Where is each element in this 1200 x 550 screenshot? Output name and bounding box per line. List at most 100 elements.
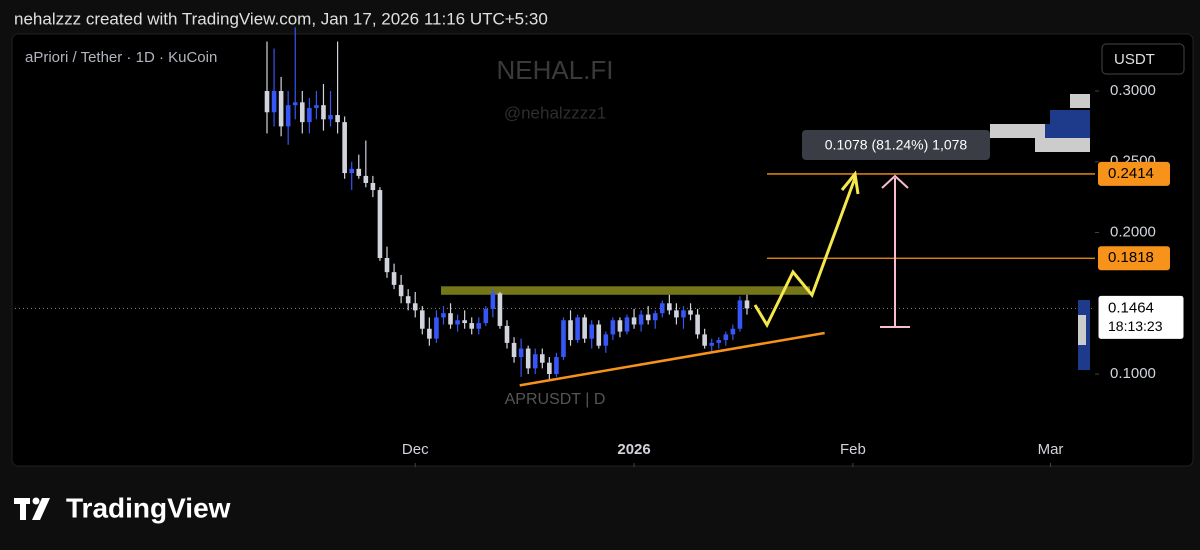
- candle-body: [504, 325, 510, 343]
- candle-body: [709, 342, 715, 346]
- y-tick-label: 0.1000: [1110, 365, 1156, 382]
- trendline: [519, 331, 825, 387]
- candle-body: [455, 320, 460, 325]
- x-tick-label: Feb: [840, 441, 866, 458]
- candle-body: [419, 310, 425, 329]
- last-price-badge: [1097, 294, 1185, 340]
- candle-body: [667, 303, 672, 311]
- candle-body: [314, 105, 319, 108]
- y-tick-label: 0.2000: [1110, 223, 1156, 240]
- candle-body: [483, 308, 489, 324]
- candle-body: [596, 324, 602, 346]
- candle-body: [469, 323, 475, 329]
- candle-body: [307, 107, 312, 123]
- candle-body: [427, 328, 432, 339]
- candle-body: [412, 303, 418, 311]
- candle-body: [695, 314, 700, 335]
- brand: TradingView: [66, 492, 231, 523]
- currency-box[interactable]: [1101, 43, 1185, 75]
- candle-body: [377, 190, 383, 258]
- candle-body: [730, 328, 736, 335]
- candle-body: [638, 314, 644, 325]
- measure-box: [802, 130, 990, 160]
- candle-body: [434, 317, 439, 339]
- candle-body: [532, 354, 538, 369]
- watermark-handle: @nehalzzzz1: [504, 103, 606, 122]
- candle-body: [582, 317, 587, 339]
- price-level-label: 0.2414: [1108, 165, 1154, 182]
- candle-body: [363, 175, 369, 183]
- countdown: 18:13:23: [1108, 318, 1163, 334]
- candle-body: [568, 320, 573, 341]
- candle-body: [497, 293, 503, 326]
- candle-body: [328, 115, 333, 120]
- candle-body: [652, 313, 658, 321]
- candle-body: [610, 320, 616, 335]
- candle-body: [448, 313, 453, 325]
- header: nehalzzz created with TradingView.com, J…: [14, 9, 548, 28]
- symbol: aPriori / Tether · 1D · KuCoin: [25, 49, 217, 66]
- measure-label: 0.1078 (81.24%) 1,078: [825, 137, 968, 153]
- candle-body: [589, 324, 595, 339]
- candle-body: [278, 91, 284, 127]
- candle-body: [575, 317, 580, 341]
- volume-profile: [990, 94, 1090, 370]
- candle-body: [398, 284, 404, 297]
- resistance-zone: [441, 286, 810, 295]
- projection-arrow: [753, 177, 857, 329]
- candle-body: [645, 314, 651, 321]
- candle-body: [335, 115, 340, 123]
- candle-body: [462, 320, 467, 324]
- last-price-label: 0.1464: [1108, 299, 1154, 316]
- candle-body: [674, 310, 679, 318]
- candle-body: [356, 168, 362, 176]
- candle-body: [271, 91, 277, 113]
- price-level-badge: [1098, 246, 1170, 271]
- candle-body: [525, 348, 531, 369]
- candle-body: [737, 300, 743, 329]
- currency: USDT: [1114, 51, 1155, 68]
- candle-body: [370, 182, 376, 191]
- candle-body: [384, 257, 390, 273]
- y-tick-label: 0.3000: [1110, 82, 1156, 99]
- candle-body: [561, 320, 566, 358]
- candle-body: [299, 102, 305, 123]
- x-tick-label: Dec: [402, 441, 429, 458]
- candle-body: [321, 105, 326, 120]
- candle-body: [292, 102, 298, 106]
- candle-body: [554, 357, 559, 375]
- candle-body: [744, 300, 750, 309]
- x-tick-label: 2026: [617, 441, 650, 458]
- measure-arrowhead: [881, 174, 909, 189]
- candle-body: [716, 340, 722, 343]
- candle-body: [511, 342, 517, 358]
- candle-body: [631, 317, 637, 325]
- candle-body: [490, 293, 496, 309]
- watermark: NEHAL.FI: [496, 55, 613, 85]
- watermark-symbol: APRUSDT | D: [505, 391, 606, 408]
- price-level-label: 0.1818: [1108, 249, 1154, 266]
- candle-body: [476, 323, 482, 329]
- candle-body: [391, 272, 397, 285]
- logo: [14, 497, 50, 520]
- candle-body: [349, 168, 355, 174]
- projection-arrowhead: [840, 170, 860, 195]
- candle-body: [539, 354, 545, 363]
- candle-body: [624, 317, 630, 332]
- candle-body: [702, 334, 707, 346]
- candle-body: [723, 334, 729, 341]
- candle-body: [285, 105, 291, 127]
- candle-body: [518, 348, 524, 358]
- candle-body: [264, 91, 270, 113]
- candle-body: [688, 310, 693, 315]
- candle-body: [547, 362, 552, 375]
- candle-body: [617, 320, 623, 332]
- candle-body: [405, 296, 411, 304]
- candle-body: [342, 122, 347, 174]
- candle-body: [603, 334, 609, 346]
- price-level-badge: [1098, 161, 1170, 186]
- candle-body: [659, 303, 665, 314]
- x-tick-label: Mar: [1038, 441, 1064, 458]
